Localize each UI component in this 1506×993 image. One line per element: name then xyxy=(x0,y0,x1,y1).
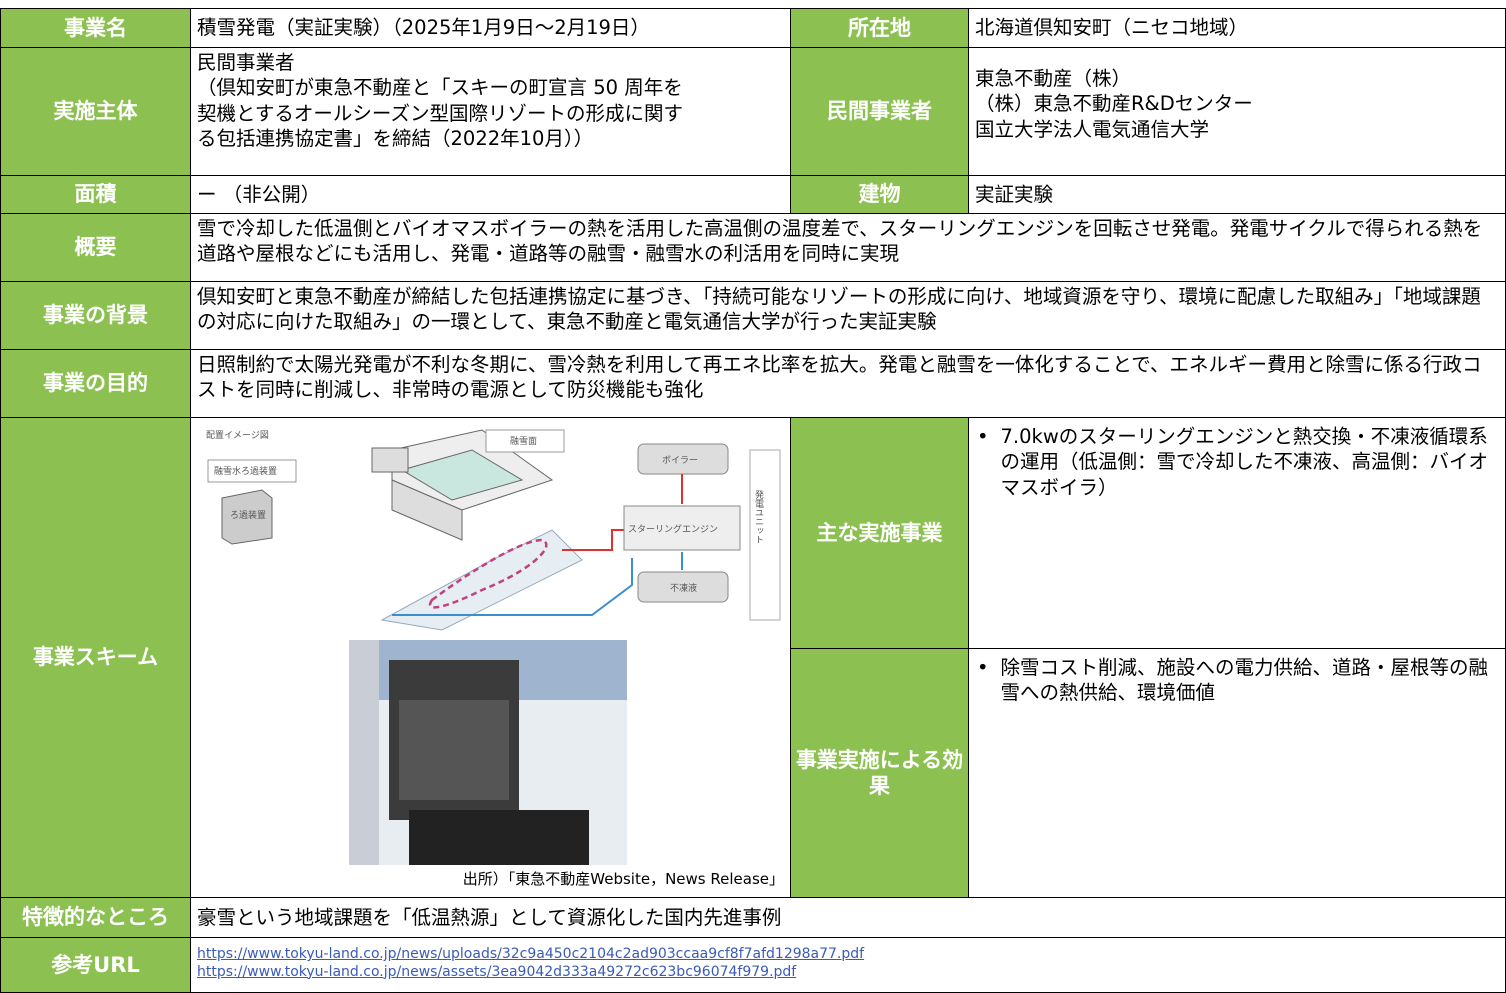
bullet-dot: • xyxy=(977,425,989,448)
unit: 発電ユニット xyxy=(753,489,764,544)
label-cell: 参考URL xyxy=(0,937,191,993)
value-cell: ー （非公開） xyxy=(190,175,791,214)
value-text: 積雪発電（実証実験）（2025年1月9日～2月19日） xyxy=(197,16,650,40)
diagram-title: 配置イメージ図 xyxy=(206,430,269,441)
layout-diagram: 配置イメージ図 融雪水ろ過装置 ろ過装置 融雪面 ボイラー スターリングエンジン… xyxy=(192,420,788,640)
snow-surface: 融雪面 xyxy=(510,436,537,447)
value-line: る包括連携協定書」を締結（2022年10月）） xyxy=(197,127,594,151)
filter-title: 融雪水ろ過装置 xyxy=(214,465,277,477)
value-cell: 豪雪という地域課題を「低温熱源」として資源化した国内先進事例 xyxy=(190,897,1506,938)
value-cell: • 7.0kwのスターリングエンジンと熱交換・不凍液循環系の運用（低温側：雪で冷却… xyxy=(968,417,1506,649)
reference-link[interactable]: https://www.tokyu-land.co.jp/news/upload… xyxy=(197,946,865,962)
bullet-dot: • xyxy=(977,656,989,679)
value-text: 豪雪という地域課題を「低温熱源」として資源化した国内先進事例 xyxy=(197,905,782,929)
label-cell: 事業スキーム xyxy=(0,417,191,898)
value-line: （株）東急不動産R&Dセンター xyxy=(975,92,1253,116)
bullet-text: 除雪コスト削減、施設への電力供給、道路・屋根等の融雪への熱供給、環境価値 xyxy=(1000,656,1489,705)
label-cell: 実施主体 xyxy=(0,47,191,176)
value-line: 東急不動産（株） xyxy=(975,67,1132,90)
value-cell: 積雪発電（実証実験）（2025年1月9日～2月19日） xyxy=(190,8,791,48)
value-cell: 民間事業者 （倶知安町が東急不動産と「スキーの町宣言 50 周年を 契機とするオール… xyxy=(190,47,791,176)
boiler: ボイラー xyxy=(662,455,698,466)
label-cell: 事業実施による効果 xyxy=(790,648,969,898)
value-line: 国立大学法人電気通信大学 xyxy=(975,117,1210,141)
value-cell: 倶知安町と東急不動産が締結した包括連携協定に基づき、「持続可能なリゾートの形成に… xyxy=(190,281,1506,350)
value-line: （倶知安町が東急不動産と「スキーの町宣言 50 周年を xyxy=(197,76,683,100)
value-cell: 実証実験 xyxy=(968,175,1506,214)
value-text: 雪で冷却した低温側とバイオマスボイラーの熱を活用した高温側の温度差で、スターリン… xyxy=(197,217,1483,266)
reference-link[interactable]: https://www.tokyu-land.co.jp/news/assets… xyxy=(197,963,797,980)
label-cell: 事業名 xyxy=(0,8,191,48)
value-text: 日照制約で太陽光発電が不利な冬期に、雪冷熱を利用して再エネ比率を拡大。発電と融雪… xyxy=(197,353,1482,402)
antifreeze: 不凍液 xyxy=(670,582,697,594)
value-line: 民間事業者 xyxy=(197,51,295,74)
bullet-text: 7.0kwのスターリングエンジンと熱交換・不凍液循環系の運用（低温側：雪で冷却し… xyxy=(1000,425,1489,499)
value-cell: 北海道倶知安町（ニセコ地域） xyxy=(968,8,1506,48)
value-text: ー （非公開） xyxy=(197,182,321,206)
label-cell: 民間事業者 xyxy=(790,47,969,176)
label-cell: 事業の背景 xyxy=(0,281,191,350)
value-cell: • 除雪コスト削減、施設への電力供給、道路・屋根等の融雪への熱供給、環境価値 xyxy=(968,648,1506,898)
value-text: 倶知安町と東急不動産が締結した包括連携協定に基づき、「持続可能なリゾートの形成に… xyxy=(197,285,1481,334)
value-line: 契機とするオールシーズン型国際リゾートの形成に関す xyxy=(197,101,683,125)
label-cell: 事業の目的 xyxy=(0,349,191,418)
label-cell: 特徴的なところ xyxy=(0,897,191,938)
value-cell: 日照制約で太陽光発電が不利な冬期に、雪冷熱を利用して再エネ比率を拡大。発電と融雪… xyxy=(190,349,1506,418)
value-cell: https://www.tokyu-land.co.jp/news/upload… xyxy=(190,937,1506,993)
engine: スターリングエンジン xyxy=(628,523,718,535)
filter-box: ろ過装置 xyxy=(230,509,266,521)
label-cell: 概要 xyxy=(0,213,191,282)
label-cell: 所在地 xyxy=(790,8,969,48)
value-cell: 東急不動産（株） （株）東急不動産R&Dセンター 国立大学法人電気通信大学 xyxy=(968,47,1506,176)
site-photo xyxy=(349,640,627,865)
source-note: 出所）「東急不動産Website，News Release」 xyxy=(462,870,784,888)
value-text: 北海道倶知安町（ニセコ地域） xyxy=(975,16,1249,40)
value-text: 実証実験 xyxy=(975,182,1054,206)
label-cell: 建物 xyxy=(790,175,969,214)
value-cell: 雪で冷却した低温側とバイオマスボイラーの熱を活用した高温側の温度差で、スターリン… xyxy=(190,213,1506,282)
label-cell: 面積 xyxy=(0,175,191,214)
label-cell: 主な実施事業 xyxy=(790,417,969,649)
